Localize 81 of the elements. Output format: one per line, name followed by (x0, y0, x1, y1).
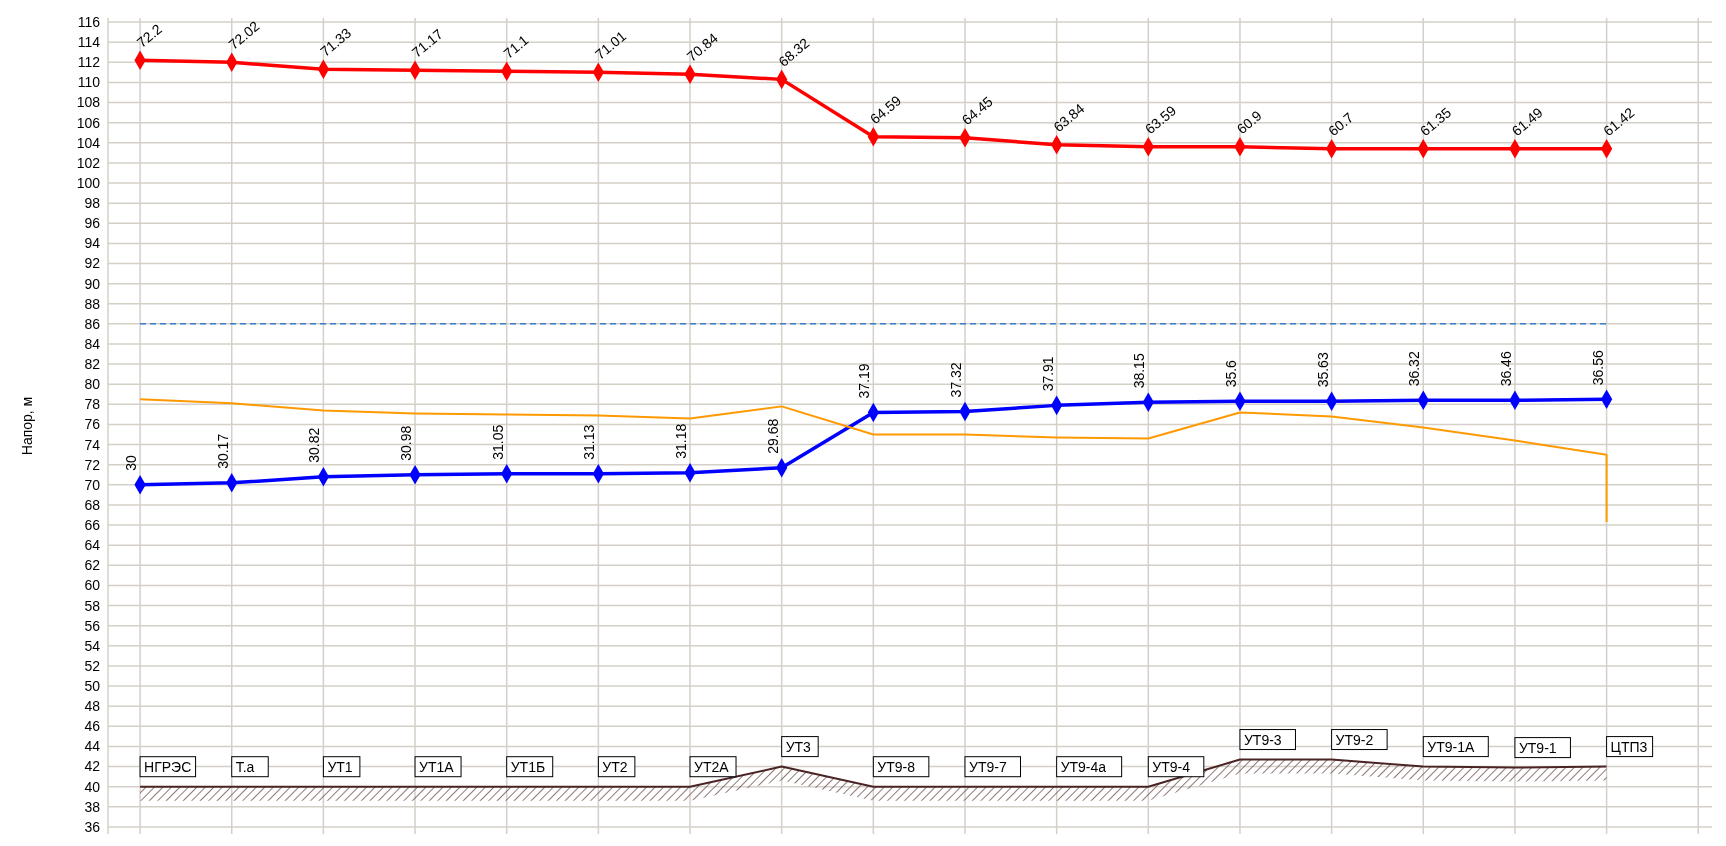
x-tick-label: УТ9-2 (1335, 731, 1374, 748)
y-tick-label: 96 (84, 215, 101, 232)
y-axis-title: Напор, м (19, 396, 35, 456)
y-tick-label: 62 (84, 557, 101, 574)
y-tick-label: 112 (77, 54, 101, 71)
y-tick-label: 58 (84, 597, 101, 614)
annotation: 38.15 (1131, 353, 1148, 389)
x-tick-label: Т.а (235, 758, 255, 775)
annotation: 31.18 (673, 423, 690, 459)
line-series (139, 758, 1608, 788)
x-tick-label: УТ1А (419, 758, 455, 775)
y-tick-label: 104 (76, 134, 101, 151)
y-tick-label: 102 (76, 154, 101, 171)
y-tick-label: 116 (77, 13, 101, 30)
annotation: 30 (123, 455, 140, 471)
y-tick-label: 60 (84, 577, 101, 594)
annotation: 30.98 (398, 425, 415, 461)
x-tick-label: УТ9-8 (877, 758, 916, 775)
y-tick-label: 68 (84, 496, 101, 513)
y-tick-label: 38 (84, 798, 101, 815)
y-tick-label: 74 (84, 436, 101, 453)
y-tick-label: 92 (84, 255, 101, 272)
x-tick-label: УТ1Б (510, 758, 546, 775)
annotation: 72.2 (133, 20, 166, 51)
annotation: 60.7 (1325, 109, 1357, 140)
y-tick-label: 48 (84, 698, 101, 715)
x-tick-label: УТ9-4 (1152, 758, 1191, 775)
y-tick-label: 98 (84, 195, 101, 212)
y-tick-label: 94 (84, 235, 101, 252)
y-tick-label: 46 (84, 718, 101, 735)
x-tick-label: УТ9-7 (968, 758, 1007, 775)
annotation: 35.6 (1222, 359, 1239, 388)
annotation: 37.19 (856, 363, 873, 399)
annotation: 30.17 (214, 433, 231, 469)
x-tick-label: УТ9-1 (1518, 739, 1557, 756)
annotation: 31.05 (489, 424, 506, 460)
y-tick-label: 110 (77, 74, 101, 91)
y-tick-label: 72 (84, 456, 101, 473)
y-tick-label: 106 (76, 114, 101, 131)
annotation: 36.56 (1589, 350, 1606, 386)
y-tick-label: 40 (84, 778, 101, 795)
y-tick-label: 86 (84, 315, 101, 332)
x-tick-label: УТ1 (327, 758, 353, 775)
x-tick-label: УТ2А (694, 758, 730, 775)
y-tick-label: 70 (84, 476, 101, 493)
x-tick-label: УТ9-3 (1243, 731, 1282, 748)
annotation: 37.91 (1039, 356, 1056, 392)
y-tick-label: 44 (84, 738, 101, 755)
annotation: 37.32 (947, 362, 964, 398)
y-tick-label: 52 (84, 657, 101, 674)
annotation: 36.32 (1406, 351, 1423, 387)
y-tick-label: 100 (76, 174, 101, 191)
y-tick-label: 114 (77, 34, 101, 51)
y-tick-label: 42 (84, 758, 101, 775)
annotation: 71.1 (500, 31, 532, 62)
y-tick-label: 90 (84, 275, 101, 292)
y-tick-label: 76 (84, 416, 101, 433)
y-tick-label: 56 (84, 617, 101, 634)
annotation: 36.46 (1497, 351, 1514, 387)
y-tick-label: 80 (84, 376, 101, 393)
y-tick-label: 66 (84, 517, 101, 534)
y-tick-label: 84 (84, 335, 101, 352)
annotation: 60.9 (1233, 107, 1265, 138)
x-tick-label: УТ9-4а (1060, 758, 1107, 775)
y-tick-label: 78 (84, 396, 101, 413)
y-tick-label: 54 (84, 637, 101, 654)
y-tick-label: 82 (84, 356, 101, 373)
annotation: 29.68 (764, 418, 781, 454)
y-tick-label: 108 (76, 94, 101, 111)
x-tick-label: ЦТП3 (1610, 738, 1648, 755)
x-tick-label: УТ2 (602, 758, 628, 775)
y-tick-label: 64 (84, 537, 101, 554)
x-tick-label: УТ9-1А (1427, 738, 1475, 755)
annotation: 30.82 (306, 427, 323, 463)
y-tick-label: 36 (84, 818, 101, 835)
y-tick-label: 88 (84, 295, 101, 312)
annotation: 31.13 (581, 424, 598, 460)
annotation: 35.63 (1314, 352, 1331, 388)
y-tick-label: 50 (84, 677, 101, 694)
x-tick-label: УТ3 (785, 738, 812, 755)
x-tick-label: НГРЭС (144, 758, 192, 775)
